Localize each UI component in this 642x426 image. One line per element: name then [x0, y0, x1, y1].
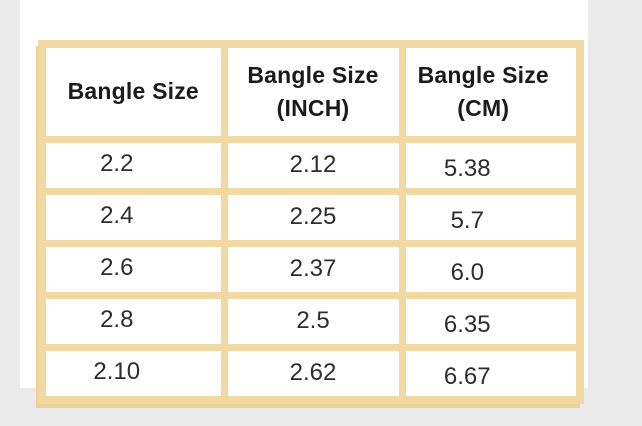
size-cell: 2.8 — [38, 292, 228, 351]
inch-cell: 2.12 — [220, 136, 406, 195]
table-header-row: Bangle Size Bangle Size (INCH) Bangle Si… — [38, 40, 584, 143]
header-line-1: Bangle Size — [247, 61, 379, 88]
table-row: 2.6 2.37 6.0 — [38, 240, 584, 299]
column-header-bangle-size-inch: Bangle Size (INCH) — [220, 40, 406, 143]
header-line-1: Bangle Size — [67, 78, 199, 105]
table-row: 2.8 2.5 6.35 — [38, 292, 584, 351]
size-cell: 2.6 — [38, 240, 228, 299]
bangle-size-table: Bangle Size Bangle Size (INCH) Bangle Si… — [38, 40, 584, 404]
table-row: 2.10 2.62 6.67 — [38, 344, 584, 404]
column-header-bangle-size-cm: Bangle Size (CM) — [398, 40, 584, 143]
size-cell: 2.10 — [38, 344, 228, 404]
header-line-1: Bangle Size — [417, 61, 549, 88]
header-line-2: (CM) — [457, 95, 510, 121]
cm-cell: 5.38 — [398, 136, 584, 195]
size-cell: 2.4 — [38, 188, 228, 247]
inch-cell: 2.37 — [220, 240, 406, 299]
table-row: 2.2 2.12 5.38 — [38, 136, 584, 195]
cm-cell: 5.7 — [398, 188, 584, 247]
table-row: 2.4 2.25 5.7 — [38, 188, 584, 247]
cm-cell: 6.35 — [398, 292, 584, 351]
cm-cell: 6.0 — [398, 240, 584, 299]
header-line-2: (INCH) — [276, 95, 350, 121]
image-canvas: Bangle Size Bangle Size (INCH) Bangle Si… — [20, 0, 588, 404]
inch-cell: 2.25 — [220, 188, 406, 247]
inch-cell: 2.62 — [220, 344, 406, 404]
size-cell: 2.2 — [38, 136, 228, 195]
inch-cell: 2.5 — [220, 292, 406, 351]
cm-cell: 6.67 — [398, 344, 584, 404]
column-header-bangle-size: Bangle Size — [38, 40, 228, 143]
